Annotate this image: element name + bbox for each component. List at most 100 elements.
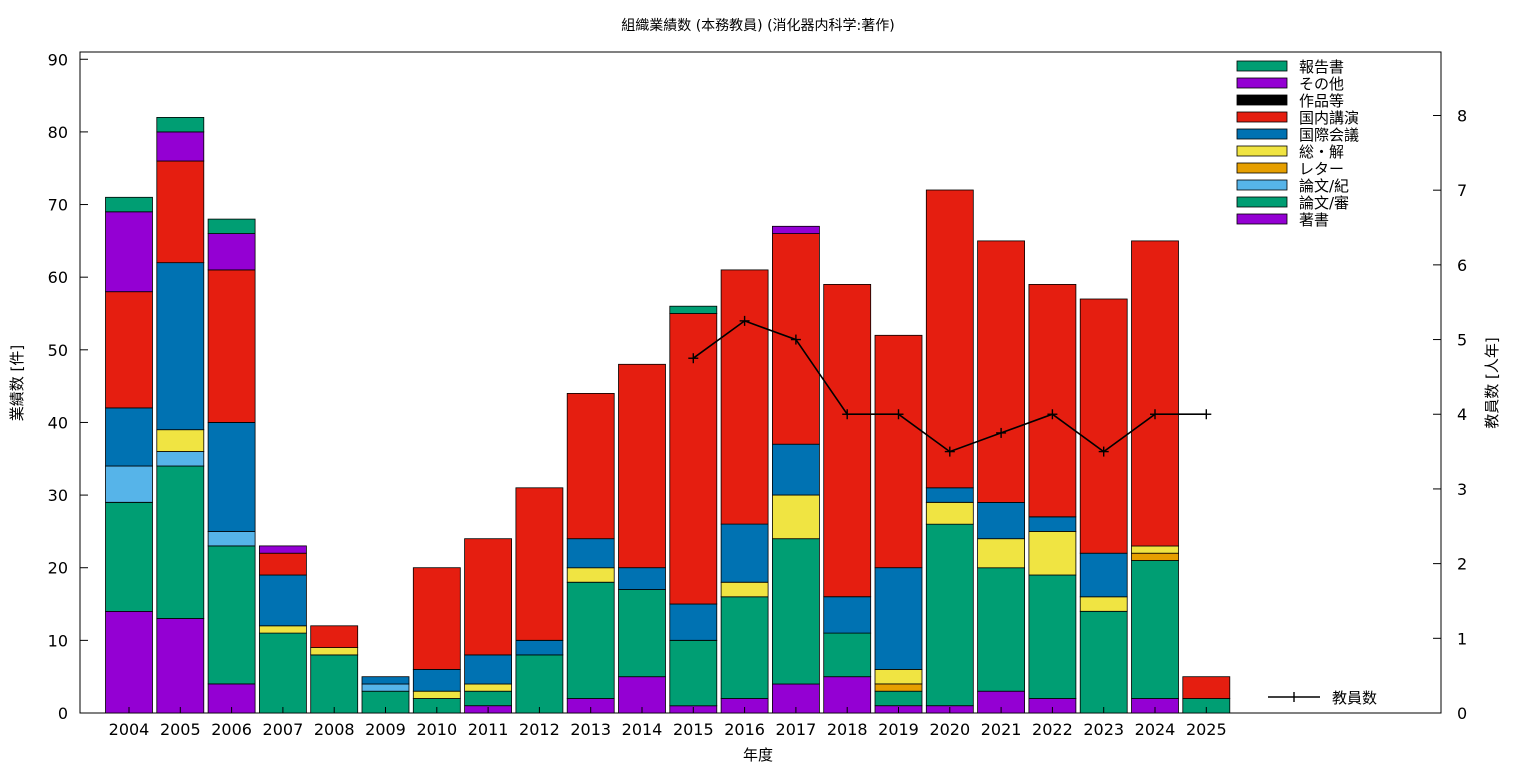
legend-label-9: 著書 xyxy=(1299,211,1329,229)
x-tick-label-2016: 2016 xyxy=(724,720,765,739)
teacher-count-point-2019 xyxy=(893,409,904,420)
bar-2013-series-5 xyxy=(566,538,615,569)
x-tick-label-2004: 2004 xyxy=(109,720,150,739)
y2-tick-label-0: 0 xyxy=(1457,704,1467,723)
bar-2020-series-5 xyxy=(925,487,974,503)
legend-label-1: その他 xyxy=(1299,75,1344,93)
bar-2024-series-3 xyxy=(1131,552,1179,561)
x-tick-label-2017: 2017 xyxy=(776,720,817,739)
bars xyxy=(105,117,1231,714)
x-tick-label-2012: 2012 xyxy=(519,720,560,739)
teacher-count-point-2020 xyxy=(944,446,955,457)
y2-tick-label-8: 8 xyxy=(1457,106,1467,125)
bar-2008-series-6 xyxy=(310,625,359,648)
bar-2011-series-4 xyxy=(464,683,513,692)
legend-swatch-2 xyxy=(1236,94,1288,106)
bar-2007-series-5 xyxy=(258,574,307,627)
bar-2004-series-0 xyxy=(105,610,153,714)
bar-2004-series-8 xyxy=(105,211,153,293)
bar-2009-series-2 xyxy=(361,683,410,692)
bar-2024-series-6 xyxy=(1131,240,1179,547)
bar-2022-series-4 xyxy=(1028,531,1077,576)
bar-2007-series-6 xyxy=(258,552,307,576)
bar-2004-series-5 xyxy=(105,407,153,467)
bar-2024-series-4 xyxy=(1131,545,1179,554)
legend-item-6: レター xyxy=(1236,160,1344,178)
line-legend-label: 教員数 xyxy=(1332,689,1377,707)
legend-label-5: 総・解 xyxy=(1299,143,1344,161)
bar-2005-series-6 xyxy=(156,160,205,264)
x-tick-label-2025: 2025 xyxy=(1186,720,1227,739)
bar-2024-series-1 xyxy=(1131,560,1179,699)
bar-2005-series-1 xyxy=(156,465,205,619)
legend-swatch-9 xyxy=(1236,213,1288,225)
bar-2017-series-4 xyxy=(772,494,820,540)
bar-2016-series-6 xyxy=(720,269,769,525)
teacher-count-point-2015 xyxy=(688,353,699,364)
y-axis-label: 業績数 [件] xyxy=(8,345,26,421)
x-tick-label-2019: 2019 xyxy=(878,720,919,739)
y-tick-label-6: 60 xyxy=(48,268,68,287)
bar-2005-series-8 xyxy=(156,131,205,162)
y2-tick-label-4: 4 xyxy=(1457,405,1467,424)
legend-label-3: 国内講演 xyxy=(1299,109,1359,127)
bar-2021-series-6 xyxy=(977,240,1025,503)
bar-2005-series-4 xyxy=(156,429,205,452)
legend-label-7: 論文/紀 xyxy=(1299,177,1349,195)
bar-2019-series-4 xyxy=(874,669,923,685)
bar-2007-series-1 xyxy=(258,632,307,714)
bar-2016-series-4 xyxy=(720,581,769,598)
bar-2006-series-1 xyxy=(207,545,256,685)
bar-2015-series-9 xyxy=(669,305,718,314)
x-tick-label-2021: 2021 xyxy=(981,720,1022,739)
bar-2011-series-5 xyxy=(464,654,513,685)
axes: 0 10 20 30 40 50 60 70 80 90 0 1 2 3 4 5 6 7 8 2004 2005 2006… xyxy=(48,50,1468,739)
y-tick-label-5: 50 xyxy=(48,341,68,360)
bar-2022-series-5 xyxy=(1028,516,1077,532)
bar-2013-series-6 xyxy=(566,392,615,540)
bar-2008-series-1 xyxy=(310,654,359,714)
legend-item-7: 論文/紀 xyxy=(1236,177,1349,195)
bar-2019-series-1 xyxy=(874,690,923,707)
legend-item-9: 著書 xyxy=(1236,211,1329,229)
bar-2007-series-4 xyxy=(258,625,307,634)
legend-label-8: 論文/審 xyxy=(1299,194,1349,212)
legend-swatch-8 xyxy=(1236,196,1288,208)
y-tick-label-1: 10 xyxy=(48,631,68,650)
teacher-count-point-2021 xyxy=(996,427,1007,438)
bar-2011-series-6 xyxy=(464,538,513,656)
bar-2019-series-5 xyxy=(874,567,923,670)
bar-2022-series-1 xyxy=(1028,574,1077,699)
y-tick-label-9: 90 xyxy=(48,50,68,69)
legend-item-2: 作品等 xyxy=(1236,92,1344,110)
bar-2018-series-6 xyxy=(823,283,872,598)
teacher-count-point-2023 xyxy=(1098,446,1109,457)
legend-label-2: 作品等 xyxy=(1299,92,1344,110)
bar-2005-series-5 xyxy=(156,262,205,431)
y2-tick-label-3: 3 xyxy=(1457,480,1467,499)
legend-item-4: 国際会議 xyxy=(1236,126,1359,144)
bar-2015-series-1 xyxy=(669,640,718,707)
legend-swatch-5 xyxy=(1236,145,1288,157)
bar-2014-series-6 xyxy=(618,363,666,569)
legend-item-1: その他 xyxy=(1236,75,1344,93)
bar-2014-series-1 xyxy=(618,589,666,678)
bar-2004-series-9 xyxy=(105,196,153,213)
legend-label-0: 報告書 xyxy=(1299,58,1344,76)
x-tick-label-2015: 2015 xyxy=(673,720,714,739)
legend-swatch-6 xyxy=(1236,162,1288,174)
bar-2013-series-1 xyxy=(566,581,615,699)
x-tick-label-2022: 2022 xyxy=(1032,720,1073,739)
teacher-count-point-2018 xyxy=(842,409,853,420)
bar-2023-series-5 xyxy=(1079,552,1128,598)
legend-item-8: 論文/審 xyxy=(1236,194,1349,212)
x-tick-label-2010: 2010 xyxy=(416,720,457,739)
bar-2021-series-4 xyxy=(977,538,1025,569)
bar-2023-series-6 xyxy=(1079,298,1128,554)
bar-2018-series-5 xyxy=(823,596,872,634)
y2-tick-label-2: 2 xyxy=(1457,555,1467,574)
bar-2016-series-5 xyxy=(720,523,769,583)
bar-2007-series-8 xyxy=(258,545,307,554)
bar-2022-series-6 xyxy=(1028,283,1077,518)
